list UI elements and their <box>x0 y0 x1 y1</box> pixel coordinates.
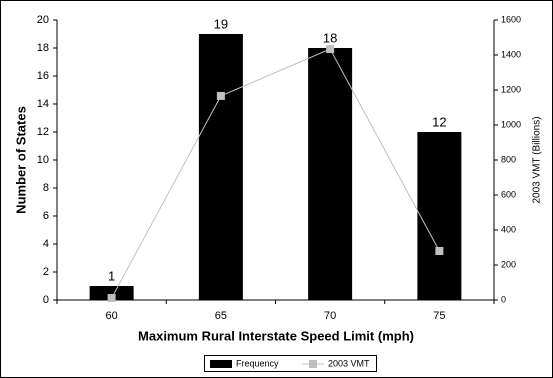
x-tick-label: 60 <box>106 310 118 322</box>
y2-tick-label: 200 <box>501 259 516 269</box>
legend-swatch-marker <box>309 360 317 368</box>
x-tick-label: 75 <box>433 310 445 322</box>
y-tick-label: 12 <box>37 126 49 138</box>
x-tick-label: 70 <box>324 310 336 322</box>
y2-tick-label: 600 <box>501 189 516 199</box>
y2-tick-label: 1600 <box>501 14 521 24</box>
line-marker <box>107 294 116 303</box>
y-tick-label: 0 <box>43 294 49 306</box>
line-marker <box>326 45 335 54</box>
bar-value-label: 12 <box>432 114 446 129</box>
bar-value-label: 19 <box>214 16 228 31</box>
y-tick-label: 6 <box>43 210 49 222</box>
y2-tick-label: 1400 <box>501 49 521 59</box>
y-tick-label: 18 <box>37 42 49 54</box>
y2-tick-label: 800 <box>501 154 516 164</box>
y2-tick-label: 400 <box>501 224 516 234</box>
bar <box>198 34 243 300</box>
bar <box>89 286 134 300</box>
bar-value-label: 18 <box>323 30 337 45</box>
legend-label: 2003 VMT <box>328 358 370 368</box>
y2-axis-title: 2003 VMT (Billions) <box>532 116 543 203</box>
bar-value-label: 1 <box>108 268 115 283</box>
y-tick-label: 14 <box>37 98 49 110</box>
y-tick-label: 16 <box>37 70 49 82</box>
bar <box>308 48 353 300</box>
y-tick-label: 8 <box>43 182 49 194</box>
legend-swatch <box>210 360 232 368</box>
y-tick-label: 10 <box>37 154 49 166</box>
y-tick-label: 2 <box>43 266 49 278</box>
legend-label: Frequency <box>236 358 279 368</box>
y2-tick-label: 1200 <box>501 84 521 94</box>
y2-tick-label: 0 <box>501 294 506 304</box>
y-tick-label: 20 <box>37 14 49 26</box>
y-axis-title: Number of States <box>13 106 28 214</box>
line-marker <box>216 91 225 100</box>
legend-box <box>204 355 377 372</box>
y-tick-label: 4 <box>43 238 49 250</box>
line-marker <box>435 247 444 255</box>
x-axis-title: Maximum Rural Interstate Speed Limit (mp… <box>138 328 414 343</box>
y2-tick-label: 1000 <box>501 119 521 129</box>
line <box>111 48 440 299</box>
x-tick-label: 65 <box>215 310 227 322</box>
bar <box>417 132 462 300</box>
